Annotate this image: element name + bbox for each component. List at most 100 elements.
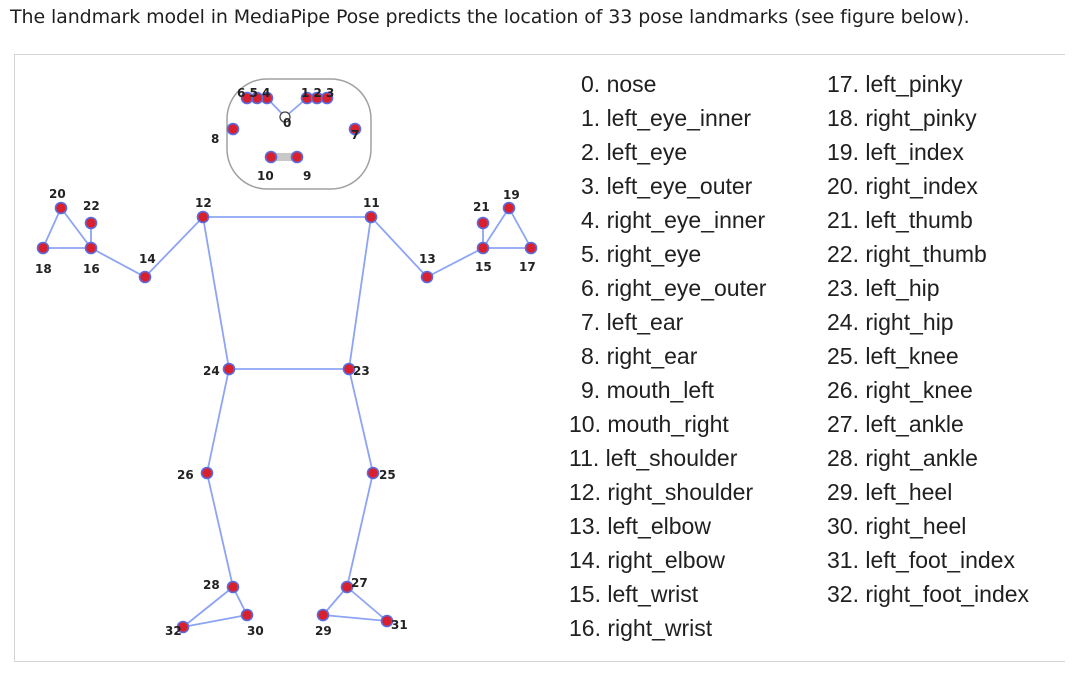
landmark-point-10: [264, 150, 278, 164]
landmark-list-item: 18. right_pinky: [827, 105, 977, 131]
landmark-point-20: [54, 201, 68, 215]
landmark-point-17: [524, 241, 538, 255]
bone-11-13: [370, 216, 428, 278]
landmark-list-item: 0. nose: [581, 71, 657, 97]
head-outline: [226, 78, 372, 190]
landmark-list-item: 5. right_eye: [581, 241, 702, 267]
landmark-point-6: [240, 91, 254, 105]
landmark-point-8: [226, 122, 240, 136]
landmark-point-26: [200, 466, 214, 480]
bone-17-19: [508, 207, 532, 249]
landmark-point-29: [316, 608, 330, 622]
bone-28-32: [182, 586, 234, 628]
landmark-list-item: 21. left_thumb: [827, 207, 973, 233]
landmark-list-item: 20. right_index: [827, 173, 978, 199]
mouth-bar: [271, 153, 297, 161]
label-29: 29: [315, 624, 332, 638]
landmark-point-19: [502, 201, 516, 215]
label-26: 26: [177, 468, 194, 482]
landmark-list-item: 19. left_index: [827, 139, 964, 165]
landmark-point-27: [340, 580, 354, 594]
landmark-list-item: 4. right_eye_inner: [581, 207, 766, 233]
landmark-list-item: 2. left_eye: [581, 139, 688, 165]
landmark-list-item: 23. left_hip: [827, 275, 940, 301]
landmark-point-25: [366, 466, 380, 480]
label-11: 11: [363, 196, 380, 210]
label-16: 16: [83, 262, 100, 276]
bone-11-23: [348, 216, 372, 370]
landmark-list-item: 27. left_ankle: [827, 411, 964, 437]
bone-12-14: [144, 216, 204, 278]
bone-24-26: [206, 368, 230, 474]
landmark-point-32: [176, 620, 190, 634]
landmark-list-item: 8. right_ear: [581, 343, 698, 369]
pose-skeleton-diagram: 0 6 5 4 1 2 3 8 7 10 9 20 22 12 11 14 18…: [35, 78, 538, 638]
bone-18-20: [42, 207, 62, 249]
bone-30-32: [182, 614, 248, 628]
landmark-point-18: [36, 241, 50, 255]
label-21: 21: [473, 200, 490, 214]
landmark-point-3: [320, 91, 334, 105]
landmark-list-item: 28. right_ankle: [827, 445, 978, 471]
landmark-list-item: 1. left_eye_inner: [581, 105, 752, 131]
landmark-point-31: [380, 614, 394, 628]
landmark-point-16: [84, 241, 98, 255]
landmark-point-22: [84, 216, 98, 230]
landmark-list-item: 30. right_heel: [827, 513, 967, 539]
landmark-point-21: [476, 216, 490, 230]
label-19: 19: [503, 188, 520, 202]
landmark-number-labels: 0 6 5 4 1 2 3 8 7 10 9 20 22 12 11 14 18…: [35, 86, 536, 638]
landmark-list-item: 26. right_knee: [827, 377, 973, 403]
landmark-list-item: 25. left_knee: [827, 343, 959, 369]
label-30: 30: [247, 624, 264, 638]
label-10: 10: [257, 169, 274, 183]
label-20: 20: [49, 187, 66, 201]
landmark-points: [36, 91, 538, 634]
pose-figure: 0 6 5 4 1 2 3 8 7 10 9 20 22 12 11 14 18…: [14, 54, 1065, 662]
landmark-point-24: [222, 362, 236, 376]
landmark-list-item: 6. right_eye_outer: [581, 275, 767, 301]
landmark-list-item: 7. left_ear: [581, 309, 684, 335]
landmark-list-item: 10. mouth_right: [569, 411, 729, 437]
label-654: 6 5 4: [237, 86, 270, 100]
landmark-point-30: [240, 608, 254, 622]
label-15: 15: [475, 260, 492, 274]
label-22: 22: [83, 199, 100, 213]
bone-26-28: [206, 472, 234, 588]
label-123: 1 2 3: [301, 86, 334, 100]
landmark-point-11: [364, 210, 378, 224]
label-25: 25: [379, 468, 396, 482]
bone-12-24: [202, 216, 230, 370]
label-8: 8: [211, 132, 219, 146]
landmark-list-item: 3. left_eye_outer: [581, 173, 753, 199]
label-13: 13: [419, 252, 436, 266]
label-7: 7: [351, 128, 359, 142]
landmark-point-14: [138, 270, 152, 284]
landmark-point-12: [196, 210, 210, 224]
landmark-point-13: [420, 270, 434, 284]
landmark-point-28: [226, 580, 240, 594]
label-23: 23: [353, 364, 370, 378]
label-18: 18: [35, 262, 52, 276]
label-17: 17: [519, 260, 536, 274]
label-14: 14: [139, 252, 156, 266]
label-0: 0: [283, 116, 291, 130]
landmark-point-7: [348, 122, 362, 136]
landmark-list-item: 24. right_hip: [827, 309, 954, 335]
landmark-point-9: [290, 150, 304, 164]
bone-15-19: [482, 207, 510, 249]
bone-25-27: [346, 472, 374, 588]
landmark-list-column-2: 17. left_pinky 18. right_pinky 19. left_in…: [827, 67, 1029, 611]
landmark-list-item: 29. left_heel: [827, 479, 953, 505]
landmark-list-item: 31. left_foot_index: [827, 547, 1015, 573]
label-31: 31: [391, 618, 408, 632]
landmark-point-15: [476, 241, 490, 255]
landmark-list-item: 12. right_shoulder: [569, 479, 754, 505]
landmark-list-item: 11. left_shoulder: [569, 445, 738, 471]
label-27: 27: [351, 576, 368, 590]
bone-27-31: [346, 586, 388, 622]
bone-23-25: [348, 368, 374, 474]
landmark-list-item: 16. right_wrist: [569, 615, 713, 641]
label-28: 28: [203, 578, 220, 592]
landmark-list-item: 22. right_thumb: [827, 241, 987, 267]
